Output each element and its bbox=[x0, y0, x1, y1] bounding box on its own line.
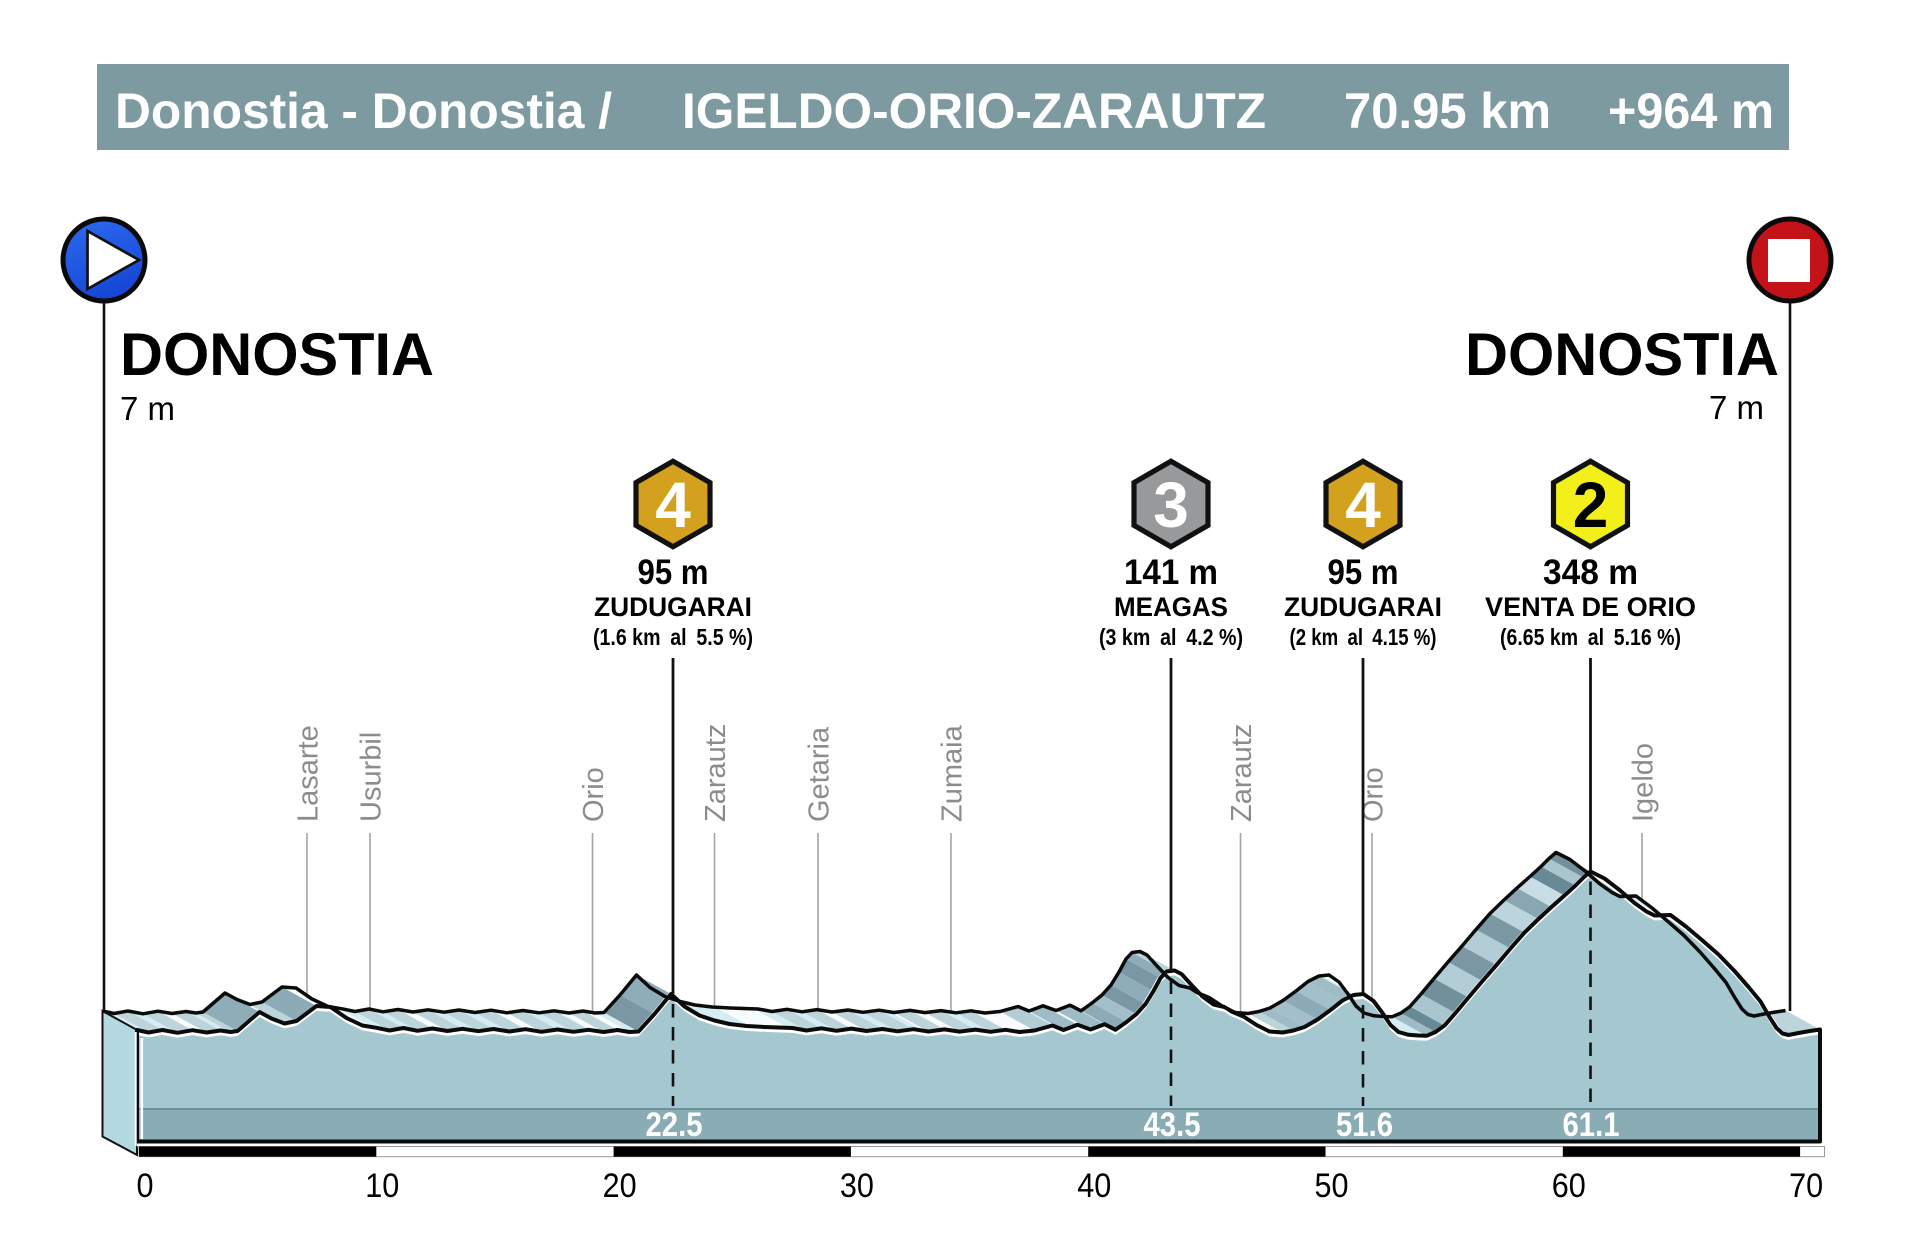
svg-text:Zarautz: Zarautz bbox=[700, 724, 732, 822]
svg-text:70: 70 bbox=[1789, 1167, 1823, 1205]
svg-text:348 m: 348 m bbox=[1543, 553, 1638, 592]
svg-text:IGELDO-ORIO-ZARAUTZ: IGELDO-ORIO-ZARAUTZ bbox=[682, 83, 1266, 139]
svg-text:2: 2 bbox=[1573, 469, 1609, 541]
svg-text:61.1: 61.1 bbox=[1563, 1106, 1620, 1144]
svg-text:50: 50 bbox=[1315, 1167, 1349, 1205]
svg-text:43.5: 43.5 bbox=[1144, 1106, 1201, 1144]
svg-text:141 m: 141 m bbox=[1124, 553, 1218, 592]
svg-text:Usurbil: Usurbil bbox=[356, 732, 388, 822]
svg-text:4: 4 bbox=[655, 469, 691, 541]
svg-text:3: 3 bbox=[1153, 469, 1189, 541]
svg-text:Igeldo: Igeldo bbox=[1628, 743, 1660, 822]
svg-text:40: 40 bbox=[1077, 1167, 1111, 1205]
svg-text:7 m: 7 m bbox=[1709, 389, 1764, 426]
svg-text:51.6: 51.6 bbox=[1336, 1106, 1393, 1144]
svg-text:10: 10 bbox=[365, 1167, 399, 1205]
svg-text:VENTA DE ORIO: VENTA DE ORIO bbox=[1485, 592, 1696, 622]
svg-text:60: 60 bbox=[1552, 1167, 1586, 1205]
svg-text:0: 0 bbox=[137, 1167, 154, 1205]
svg-text:30: 30 bbox=[840, 1167, 874, 1205]
svg-text:95 m: 95 m bbox=[1328, 553, 1399, 592]
svg-text:95 m: 95 m bbox=[638, 553, 709, 592]
svg-text:20: 20 bbox=[603, 1167, 637, 1205]
svg-text:Zumaia: Zumaia bbox=[937, 724, 969, 822]
svg-text:Getaria: Getaria bbox=[804, 726, 836, 822]
svg-text:Orio: Orio bbox=[578, 767, 610, 822]
svg-text:ZUDUGARAI: ZUDUGARAI bbox=[594, 592, 752, 622]
svg-text:7 m: 7 m bbox=[120, 390, 175, 427]
svg-text:(1.6 km al 5.5 %): (1.6 km al 5.5 %) bbox=[593, 624, 753, 650]
svg-text:22.5: 22.5 bbox=[646, 1106, 703, 1144]
svg-text:Lasarte: Lasarte bbox=[293, 725, 325, 822]
svg-text:Zarautz: Zarautz bbox=[1226, 724, 1258, 822]
svg-text:Donostia - Donostia /: Donostia - Donostia / bbox=[115, 83, 612, 139]
svg-text:(3 km al 4.2 %): (3 km al 4.2 %) bbox=[1099, 624, 1243, 650]
svg-text:DONOSTIA: DONOSTIA bbox=[120, 321, 434, 388]
svg-text:ZUDUGARAI: ZUDUGARAI bbox=[1284, 592, 1442, 622]
svg-text:DONOSTIA: DONOSTIA bbox=[1465, 321, 1779, 388]
svg-text:70.95 km: 70.95 km bbox=[1344, 83, 1551, 139]
svg-text:(2 km al 4.15 %): (2 km al 4.15 %) bbox=[1290, 624, 1437, 650]
svg-text:MEAGAS: MEAGAS bbox=[1114, 592, 1228, 622]
svg-text:4: 4 bbox=[1345, 469, 1381, 541]
svg-text:(6.65 km al 5.16 %): (6.65 km al 5.16 %) bbox=[1500, 624, 1681, 650]
svg-text:+964 m: +964 m bbox=[1608, 83, 1774, 139]
